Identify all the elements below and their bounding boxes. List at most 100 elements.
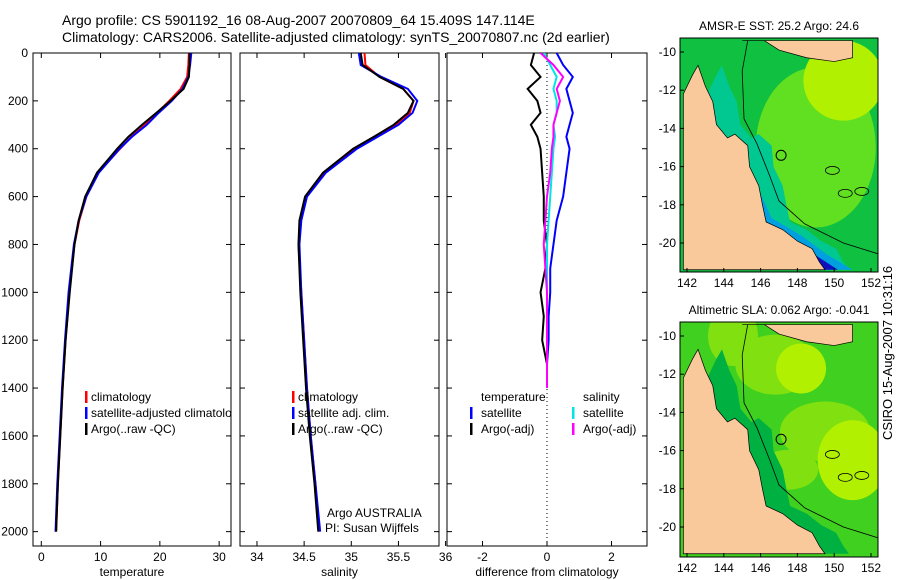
map-y-tick-label: -16 bbox=[659, 444, 677, 458]
plot-frame bbox=[239, 52, 440, 547]
map-x-tick-label: 144 bbox=[714, 561, 734, 575]
reef-outline bbox=[824, 166, 840, 175]
legend-label: satellite-adjusted climatolog bbox=[91, 406, 238, 420]
title-line-1: Argo profile: CS 5901192_16 08-Aug-2007 … bbox=[62, 12, 535, 28]
australia-land bbox=[682, 348, 826, 555]
sla-patch bbox=[817, 420, 878, 501]
png-land bbox=[742, 40, 853, 62]
legend-label: Argo(-adj) bbox=[583, 422, 636, 436]
map-body bbox=[680, 322, 878, 557]
y-tick-label: 2000 bbox=[1, 525, 28, 539]
x-tick-label: 34 bbox=[250, 550, 264, 564]
panel-1: 0 10 20 30 0 200 400 600 800 1000 1200 1400 1600 1800… bbox=[1, 46, 238, 579]
annotation-text: PI: Susan Wijffels bbox=[325, 521, 419, 535]
y-tick-label: 200 bbox=[8, 94, 28, 108]
y-tick-label: 1200 bbox=[1, 333, 28, 347]
map-x-tick-label: 148 bbox=[787, 276, 807, 290]
series-line-salinity-argo-adj- bbox=[539, 53, 565, 389]
panel-2: 34 34.5 35 35.5 36 salinity climatology satelli… bbox=[239, 52, 453, 579]
x-tick-label: 35.5 bbox=[387, 550, 411, 564]
legend-label: Argo(..raw -QC) bbox=[91, 422, 176, 436]
y-tick-label: 1600 bbox=[1, 429, 28, 443]
map-x-tick-label: 146 bbox=[751, 561, 771, 575]
legend-marker bbox=[85, 407, 88, 419]
map-y-tick-label: -18 bbox=[659, 482, 677, 496]
map-x-tick-label: 148 bbox=[787, 561, 807, 575]
map-x-tick-label: 142 bbox=[677, 276, 697, 290]
legend-marker bbox=[470, 407, 473, 419]
series-line-satellite-adj-clim- bbox=[298, 53, 419, 532]
series-line-climatology bbox=[55, 53, 190, 532]
reef-outline bbox=[854, 187, 870, 196]
legend-label: Argo(..raw -QC) bbox=[298, 422, 383, 436]
map-y-tick-label: -14 bbox=[659, 405, 677, 419]
map-title: AMSR-E SST: 25.2 Argo: 24.6 bbox=[699, 19, 859, 33]
x-tick-label: 35 bbox=[345, 550, 359, 564]
map-body bbox=[680, 38, 878, 272]
map-x-tick-label: 142 bbox=[677, 561, 697, 575]
reef-outline bbox=[837, 472, 853, 482]
x-axis-label: temperature bbox=[100, 565, 165, 579]
series-line-satellite-adjusted-climatology bbox=[54, 53, 193, 532]
x-tick-label: 0 bbox=[544, 550, 551, 564]
map-frame bbox=[679, 37, 879, 273]
legend-marker bbox=[292, 423, 295, 435]
series-line-temperature-satellite bbox=[546, 53, 575, 389]
map-x-tick-label: 144 bbox=[714, 276, 734, 290]
map-1: AMSR-E SST: 25.2 Argo: 24.6 142 144 146 148 1… bbox=[659, 19, 882, 290]
legend-header: temperature bbox=[481, 390, 546, 404]
y-tick-label: 400 bbox=[8, 142, 28, 156]
legend-marker bbox=[572, 423, 575, 435]
reef-outline bbox=[824, 450, 840, 459]
y-tick-label: 800 bbox=[8, 237, 28, 251]
legend-header: salinity bbox=[583, 390, 620, 404]
map-x-tick-label: 152 bbox=[861, 276, 881, 290]
map-x-tick-label: 150 bbox=[824, 561, 844, 575]
map-frame bbox=[679, 321, 879, 558]
legend-label: satellite bbox=[583, 406, 624, 420]
title-line-2: Climatology: CARS2006. Satellite-adjuste… bbox=[62, 29, 610, 45]
reef-outline bbox=[854, 471, 870, 480]
png-land bbox=[742, 324, 853, 346]
map-y-tick-label: -10 bbox=[659, 45, 677, 59]
legend-label: climatology bbox=[91, 390, 151, 404]
x-tick-label: 10 bbox=[94, 550, 108, 564]
x-axis-label: difference from climatology bbox=[475, 565, 618, 579]
legend-marker bbox=[85, 423, 88, 435]
x-tick-label: 0 bbox=[38, 550, 45, 564]
sla-patch bbox=[776, 343, 827, 394]
map-y-tick-label: -14 bbox=[659, 121, 677, 135]
legend-marker bbox=[85, 391, 88, 403]
map-y-tick-label: -12 bbox=[659, 367, 677, 381]
map-title: Altimetric SLA: 0.062 Argo: -0.041 bbox=[689, 303, 870, 317]
ocean-warm-patch bbox=[803, 40, 878, 121]
legend-label: Argo(-adj) bbox=[481, 422, 534, 436]
x-tick-label: 30 bbox=[212, 550, 226, 564]
x-tick-label: 34.5 bbox=[292, 550, 316, 564]
legend-marker bbox=[292, 407, 295, 419]
legend-marker bbox=[572, 407, 575, 419]
y-tick-label: 600 bbox=[8, 190, 28, 204]
x-axis-label: salinity bbox=[321, 565, 358, 579]
legend-marker bbox=[470, 423, 473, 435]
plot-frame bbox=[32, 52, 232, 547]
x-tick-label: -2 bbox=[477, 550, 488, 564]
map-x-tick-label: 150 bbox=[824, 276, 844, 290]
y-tick-label: 0 bbox=[21, 46, 28, 60]
x-tick-label: 36 bbox=[439, 550, 453, 564]
map-y-tick-label: -16 bbox=[659, 160, 677, 174]
map-y-tick-label: -20 bbox=[659, 236, 677, 250]
argo-location-marker bbox=[775, 433, 787, 445]
map-x-tick-label: 152 bbox=[861, 561, 881, 575]
australia-land bbox=[682, 64, 826, 271]
legend-marker bbox=[292, 391, 295, 403]
series-line-climatology bbox=[297, 53, 415, 532]
series-line-argo-raw-qc- bbox=[297, 53, 415, 532]
isobath-contour bbox=[741, 40, 878, 255]
map-2: Altimetric SLA: 0.062 Argo: -0.041 142 144… bbox=[659, 303, 882, 575]
legend-label: climatology bbox=[298, 390, 358, 404]
series-line-argo-raw-qc- bbox=[55, 53, 191, 532]
